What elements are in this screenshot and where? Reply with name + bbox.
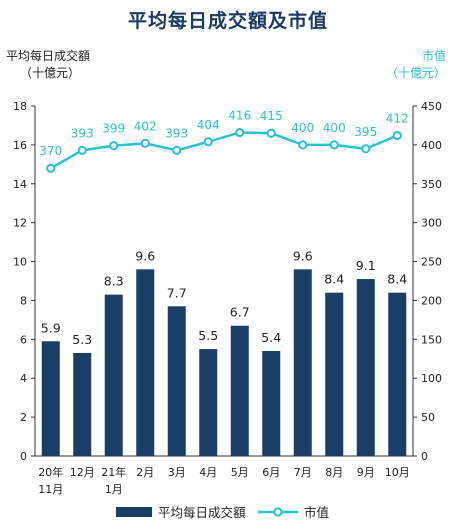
left-axis-name: 平均每日成交額: [6, 49, 91, 63]
right-tick-label: 50: [421, 411, 435, 424]
line-value-label: 400: [323, 121, 346, 135]
left-axis-label: 平均每日成交額 （十億元）: [6, 48, 90, 82]
chart-title: 平均每日成交額及市值: [127, 10, 328, 32]
bar: [356, 279, 375, 456]
bar-value-label: 8.4: [324, 272, 344, 287]
right-tick-label: 150: [421, 333, 442, 346]
x-tick-label: 5月: [231, 466, 249, 479]
x-tick-label: 8月: [325, 466, 343, 479]
left-tick-label: 12: [13, 217, 27, 230]
bar-value-label: 9.6: [293, 248, 313, 263]
bar-value-label: 8.4: [387, 272, 407, 287]
bar-value-label: 5.5: [198, 328, 218, 343]
x-tick-label: 21年: [101, 465, 126, 479]
left-tick-label: 10: [13, 256, 27, 269]
legend-line-marker: [273, 507, 283, 517]
left-tick-label: 2: [20, 411, 27, 424]
bar-value-label: 8.3: [104, 274, 124, 289]
left-tick-label: 14: [13, 178, 27, 191]
line-point: [329, 140, 339, 150]
line-value-label: 393: [71, 126, 94, 140]
line-point: [266, 128, 276, 138]
bar: [230, 325, 249, 456]
right-tick-label: 0: [421, 450, 428, 463]
market-cap-line: [50, 131, 398, 170]
x-tick-label: 12月: [70, 466, 95, 479]
x-tick-label: 11月: [38, 483, 63, 496]
bar: [388, 292, 407, 456]
line-value-label: 370: [39, 144, 62, 158]
bar-value-label: 5.4: [261, 330, 281, 345]
right-tick-label: 300: [421, 217, 442, 230]
right-tick-label: 450: [421, 100, 442, 113]
line-point: [298, 140, 308, 150]
right-axis-unit: （十億元）: [385, 66, 446, 80]
x-tick-label: 20年: [38, 465, 63, 479]
x-tick-label: 4月: [199, 466, 217, 479]
right-tick-label: 250: [421, 256, 442, 269]
bar-value-label: 9.1: [356, 258, 376, 273]
bar-value-label: 7.7: [167, 285, 187, 300]
bar: [41, 341, 60, 456]
line-point: [140, 138, 150, 148]
bar: [167, 306, 186, 456]
line-value-label: 415: [260, 109, 283, 123]
bar: [199, 349, 218, 456]
right-tick-label: 400: [421, 139, 442, 152]
right-axis-label: 市值 （十億元）: [386, 48, 446, 82]
left-tick-label: 4: [20, 372, 27, 385]
bar-value-label: 5.9: [41, 320, 61, 335]
line-point: [46, 163, 56, 173]
left-tick-label: 0: [20, 450, 27, 463]
left-tick-label: 6: [20, 333, 27, 346]
left-tick-label: 16: [13, 139, 27, 152]
legend-bar-swatch: [116, 507, 152, 517]
line-value-label: 395: [354, 125, 377, 139]
line-point: [392, 130, 402, 141]
x-tick-label: 7月: [294, 466, 312, 479]
bar-value-label: 6.7: [230, 305, 250, 320]
bar-value-label: 9.6: [135, 248, 155, 263]
line-point: [172, 145, 182, 155]
legend-bar-label: 平均每日成交額: [158, 505, 246, 520]
bar: [262, 351, 281, 456]
left-axis-unit: （十億元）: [20, 66, 81, 80]
legend-line-label: 市值: [304, 505, 329, 520]
line-value-label: 412: [386, 112, 409, 126]
line-value-label: 404: [197, 118, 220, 132]
x-tick-label: 6月: [262, 466, 280, 479]
x-tick-label: 10月: [385, 466, 410, 479]
line-value-label: 416: [228, 108, 251, 122]
bar-value-label: 5.3: [72, 332, 92, 347]
right-tick-label: 100: [421, 372, 442, 385]
line-point: [203, 137, 213, 147]
bar: [325, 292, 344, 456]
x-tick-label: 9月: [357, 466, 375, 479]
x-tick-label: 1月: [105, 483, 123, 496]
left-tick-label: 8: [20, 294, 27, 307]
x-tick-label: 2月: [136, 466, 154, 479]
bar: [293, 269, 312, 456]
left-tick-label: 18: [13, 100, 27, 113]
bar: [136, 269, 155, 456]
bar: [104, 294, 123, 456]
line-point: [361, 144, 371, 154]
x-tick-label: 3月: [168, 466, 186, 479]
line-value-label: 402: [134, 119, 157, 133]
line-value-label: 400: [291, 121, 314, 135]
bar: [73, 352, 92, 456]
line-point: [77, 145, 87, 155]
right-tick-label: 350: [421, 178, 442, 191]
line-value-label: 399: [102, 122, 125, 136]
line-value-label: 393: [165, 126, 188, 140]
right-axis-name: 市值: [421, 49, 446, 63]
line-point: [235, 127, 245, 138]
right-tick-label: 200: [421, 294, 442, 307]
line-point: [109, 141, 119, 151]
